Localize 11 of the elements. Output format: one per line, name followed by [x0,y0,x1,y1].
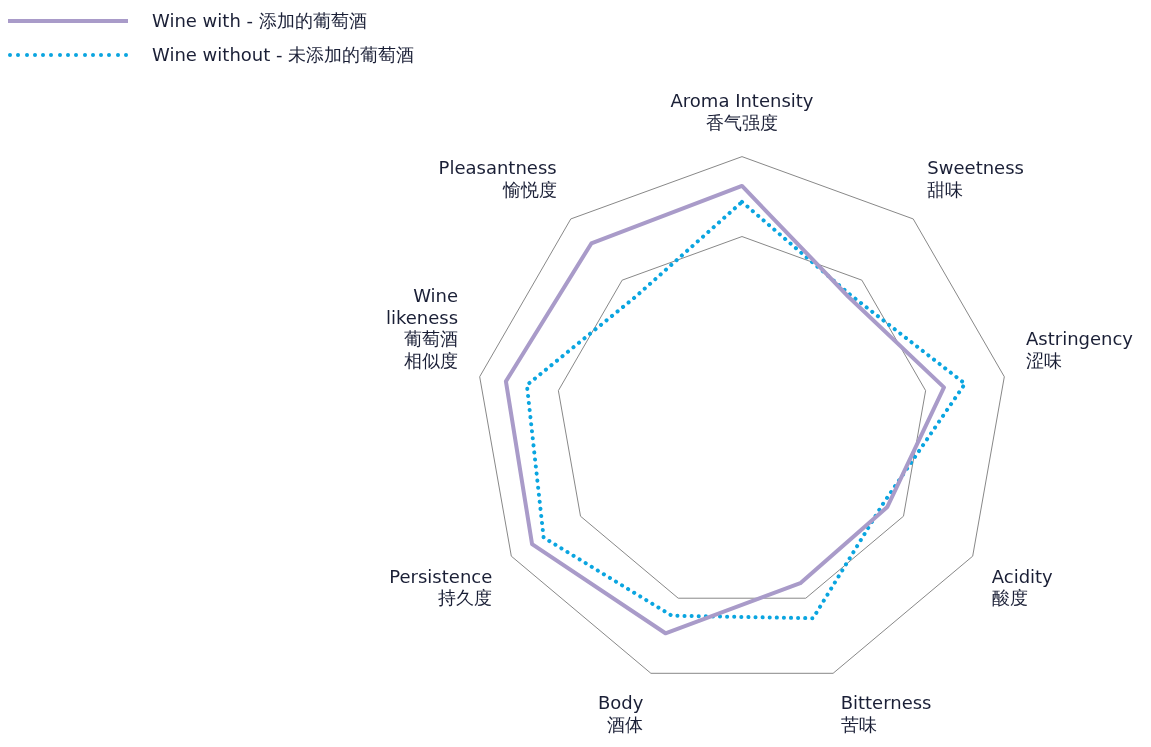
spoke-label: Sweetness 甜味 [927,157,1024,200]
legend-label: Wine with - 添加的葡萄酒 [152,9,367,33]
spoke-label: Wine likeness 葡萄酒相似度 [385,285,459,371]
spoke-label: Bitterness 苦味 [840,692,932,736]
spoke-label: Acidity 酸度 [991,565,1054,609]
spoke-label: Body 酒体 [597,692,644,736]
spoke-label: Persistence 持久度 [389,565,493,609]
spoke-label: Aroma Intensity 香气强度 [670,89,814,133]
spoke-label: Astringency 涩味 [1025,328,1134,371]
spoke-label: Pleasantness 愉悦度 [438,157,557,200]
legend-label: Wine without - 未添加的葡萄酒 [152,43,415,67]
